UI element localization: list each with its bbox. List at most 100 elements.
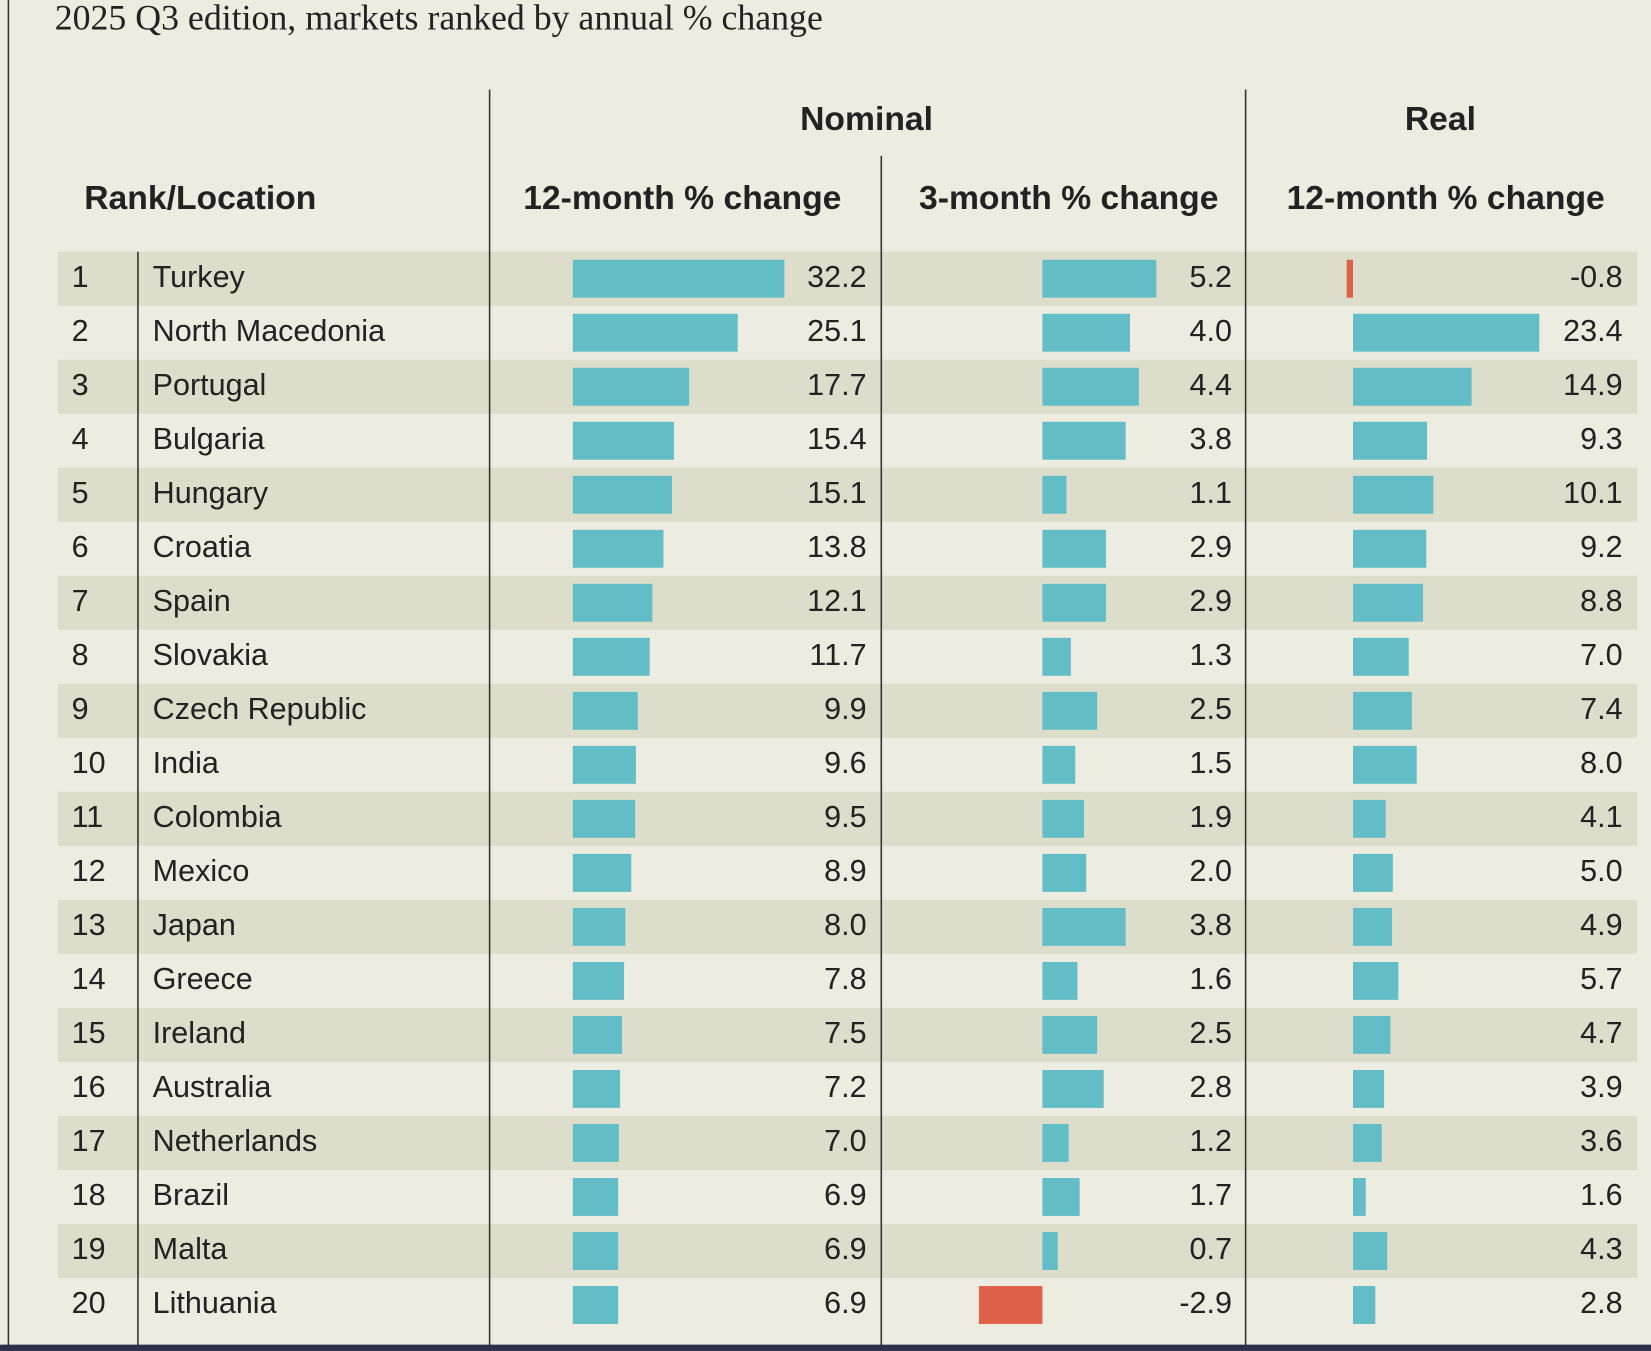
value-label: 7.8 [824,962,866,996]
bottom-edge [0,1344,1651,1351]
value-label: 5.2 [1190,260,1232,294]
location: Mexico [153,854,250,888]
row-band [57,251,1638,306]
bar [1353,1232,1388,1270]
value-label: 4.0 [1190,314,1232,348]
bar [978,1286,1043,1324]
value-label: 8.8 [1580,584,1622,618]
value-label: 23.4 [1563,314,1622,348]
bar [572,1178,619,1216]
location: Hungary [153,476,269,510]
value-label: 9.9 [824,692,866,726]
value-label: 15.4 [807,422,866,456]
rank: 13 [72,908,106,942]
bar [1042,745,1076,784]
value-label: 1.6 [1580,1178,1622,1212]
value-label: 4.3 [1580,1232,1622,1266]
rank: 10 [72,746,106,780]
column-header: 12-month % change [523,180,841,217]
bar [1353,421,1428,460]
subtitle: 2025 Q3 edition, markets ranked by annua… [55,0,823,37]
rank: 18 [72,1178,106,1212]
bar [1353,799,1386,838]
bar [1353,691,1412,730]
bar [572,475,673,514]
bar [572,907,626,946]
value-label: 5.7 [1580,962,1622,996]
bar [572,1232,619,1270]
value-label: 3.9 [1580,1070,1622,1104]
bar [1353,745,1417,784]
rank: 1 [72,260,89,294]
bar [1042,1069,1104,1108]
bar [572,799,636,838]
value-label: 8.0 [1580,746,1622,780]
location: Croatia [153,530,251,564]
value-label: 12.1 [807,584,866,618]
value-label: 7.2 [824,1070,866,1104]
value-label: 14.9 [1563,368,1622,402]
value-label: 9.3 [1580,422,1622,456]
location: Bulgaria [153,422,265,456]
location: Slovakia [153,638,268,672]
rank: 20 [72,1286,106,1320]
value-label: 5.0 [1580,854,1622,888]
value-label: 13.8 [807,530,866,564]
bar [572,583,653,622]
bar [1042,1015,1098,1054]
bar [1042,961,1078,1000]
column-header: 12-month % change [1287,180,1605,217]
value-label: 9.2 [1580,530,1622,564]
value-label: 1.1 [1190,476,1232,510]
value-label: -0.8 [1570,260,1623,294]
value-label: 3.8 [1190,422,1232,456]
bar [1042,853,1087,892]
value-label: 9.5 [824,800,866,834]
bar [1353,475,1434,514]
bar [1353,583,1424,622]
bar [1042,1123,1069,1162]
bar [1042,475,1067,514]
bar [1353,907,1393,946]
location: India [153,746,219,780]
value-label: 2.0 [1190,854,1232,888]
rank: 19 [72,1232,106,1266]
column-header: Rank/Location [84,180,316,217]
value-label: 1.7 [1190,1178,1232,1212]
bar [572,1123,619,1162]
bar [1042,1232,1058,1270]
location: Netherlands [153,1124,318,1158]
value-label: 1.6 [1190,962,1232,996]
value-label: 2.9 [1190,530,1232,564]
bar [1353,961,1399,1000]
value-label: 3.6 [1580,1124,1622,1158]
value-label: 2.5 [1190,692,1232,726]
rank: 3 [72,368,89,402]
value-label: 2.8 [1580,1286,1622,1320]
rank: 11 [72,800,104,834]
value-label: 25.1 [807,314,866,348]
bar [1042,583,1106,622]
value-label: 11.7 [809,638,866,672]
bar [1042,907,1126,946]
group-header: Nominal [800,101,933,138]
bar [1346,259,1354,298]
bar [1353,1069,1385,1108]
value-label: 2.9 [1190,584,1232,618]
value-label: 10.1 [1563,476,1622,510]
value-label: 1.9 [1190,800,1232,834]
bar [572,745,636,784]
value-label: 7.4 [1580,692,1622,726]
rank: 6 [72,530,89,564]
location: Ireland [153,1016,246,1050]
value-label: 6.9 [824,1286,866,1320]
bar [572,691,638,730]
bar [1042,529,1106,568]
bar [1353,1015,1391,1054]
bar [1042,637,1071,676]
location: Czech Republic [153,692,367,726]
column-header: 3-month % change [919,180,1218,217]
value-label: 9.6 [824,746,866,780]
